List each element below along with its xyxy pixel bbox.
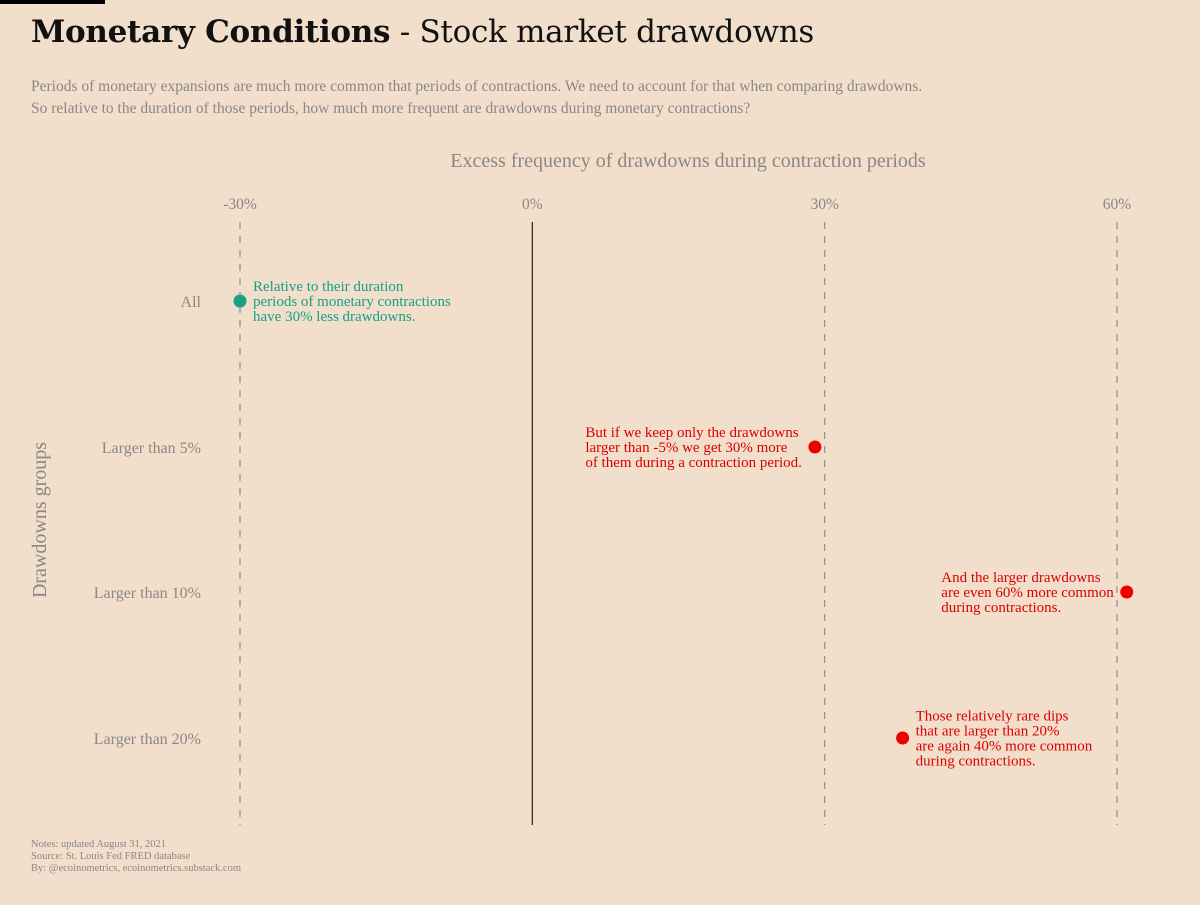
x-tick-label: 30% <box>810 196 839 213</box>
y-category-label: Larger than 10% <box>94 585 201 602</box>
annotation-3-line: And the larger drawdowns <box>941 570 1100 586</box>
chart-title: Monetary Conditions - Stock market drawd… <box>31 14 814 50</box>
x-tick-label: 0% <box>522 196 543 213</box>
subtitle-line-1: Periods of monetary expansions are much … <box>31 78 923 95</box>
x-tick-label: 60% <box>1103 196 1132 213</box>
data-point <box>808 440 822 454</box>
annotation-4-line: Those relatively rare dips <box>916 709 1069 725</box>
data-point <box>896 731 910 745</box>
title-bold: Monetary Conditions <box>31 14 391 50</box>
notes-byline: By: @ecoinometrics, ecoinometrics.substa… <box>31 863 241 874</box>
chart-notes: Notes: updated August 31, 2021 Source: S… <box>31 839 241 875</box>
top-accent-bar <box>0 0 105 4</box>
annotation-2-line: of them during a contraction period. <box>585 455 802 471</box>
annotation-2-line: larger than -5% we get 30% more <box>585 440 787 456</box>
chart-subtitle: Periods of monetary expansions are much … <box>31 76 1171 120</box>
y-axis-title: Drawdowns groups <box>29 442 51 598</box>
y-category-label: Larger than 20% <box>94 731 201 748</box>
annotation-3-line: are even 60% more common <box>941 585 1114 601</box>
data-point <box>1120 585 1134 599</box>
notes-updated: Notes: updated August 31, 2021 <box>31 839 167 850</box>
annotation-4-line: that are larger than 20% <box>916 724 1060 740</box>
subtitle-line-2: So relative to the duration of those per… <box>31 100 751 117</box>
annotation-1-line: have 30% less drawdowns. <box>253 309 415 325</box>
title-rest: - Stock market drawdowns <box>390 14 815 50</box>
y-category-label: Larger than 5% <box>102 440 201 457</box>
x-axis-title: Excess frequency of drawdowns during con… <box>450 150 926 172</box>
y-category-label: All <box>181 294 202 311</box>
annotation-3-line: during contractions. <box>941 600 1061 616</box>
annotation-4-line: during contractions. <box>916 754 1036 770</box>
annotation-2-line: But if we keep only the drawdowns <box>585 425 798 441</box>
data-point <box>233 294 247 308</box>
x-tick-label: -30% <box>223 196 257 213</box>
annotation-1-line: Relative to their duration <box>253 279 404 295</box>
notes-source: Source: St. Louis Fed FRED database <box>31 851 191 862</box>
annotation-1-line: periods of monetary contractions <box>253 294 451 310</box>
annotation-4-line: are again 40% more common <box>916 739 1093 755</box>
